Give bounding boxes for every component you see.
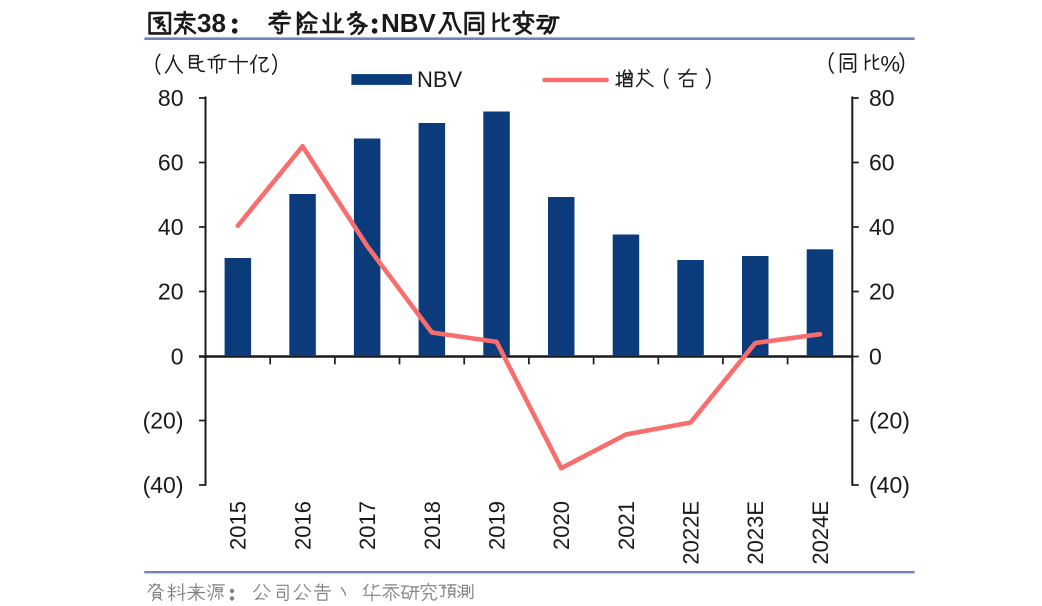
svg-text:2015: 2015 [226, 501, 251, 550]
svg-text:2019: 2019 [485, 501, 510, 550]
svg-text:2022E: 2022E [679, 501, 704, 565]
svg-text:2018: 2018 [420, 501, 445, 550]
svg-text:2020: 2020 [549, 501, 574, 550]
svg-text:2017: 2017 [355, 501, 380, 550]
svg-text:40: 40 [158, 214, 184, 240]
svg-text:2023E: 2023E [743, 501, 768, 565]
svg-text:20: 20 [869, 279, 895, 305]
svg-text:%: % [881, 52, 901, 77]
svg-text:(20): (20) [869, 408, 910, 434]
svg-text:2021: 2021 [614, 501, 639, 550]
svg-text:0: 0 [869, 344, 882, 370]
svg-text:NBV: NBV [417, 67, 463, 92]
svg-text:2024E: 2024E [808, 501, 833, 565]
svg-text:(40): (40) [869, 472, 910, 498]
svg-text:(40): (40) [143, 472, 184, 498]
svg-text:0: 0 [171, 344, 184, 370]
svg-text:(20): (20) [143, 408, 184, 434]
svg-text:80: 80 [869, 85, 895, 111]
svg-text:38: 38 [197, 8, 226, 38]
svg-text:NBV: NBV [381, 8, 437, 38]
svg-text:60: 60 [158, 150, 184, 176]
svg-text:2016: 2016 [290, 501, 315, 550]
svg-text:60: 60 [869, 150, 895, 176]
svg-text:40: 40 [869, 214, 895, 240]
svg-text:80: 80 [158, 85, 184, 111]
svg-text:20: 20 [158, 279, 184, 305]
